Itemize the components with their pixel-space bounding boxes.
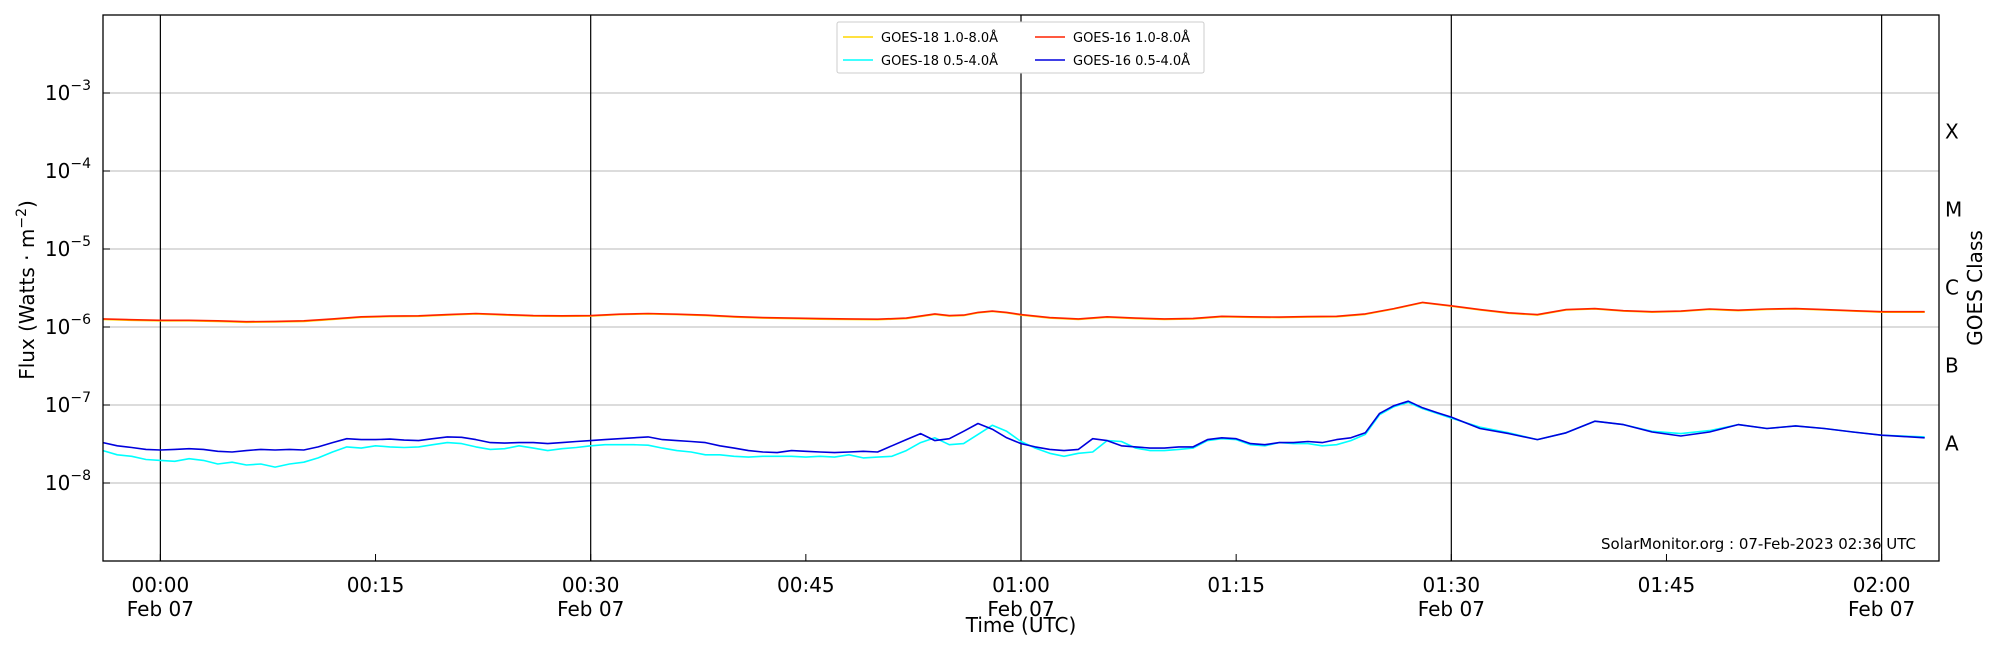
goes-class-axis-title: GOES Class [1963, 230, 1987, 346]
x-tick-label-time: 02:00 [1853, 573, 1911, 597]
x-tick-label-date: Feb 07 [1418, 597, 1485, 621]
x-tick-label-time: 00:45 [777, 573, 835, 597]
x-tick-label-time: 01:00 [992, 573, 1050, 597]
x-tick-label-time: 00:30 [562, 573, 620, 597]
x-tick-label-date: Feb 07 [127, 597, 194, 621]
y-tick-label: 10−7 [45, 390, 91, 417]
goes-class-label: C [1945, 276, 1959, 300]
legend-label-goes18-long: GOES-18 1.0-8.0Å [881, 30, 998, 46]
x-tick-label-date: Feb 07 [557, 597, 624, 621]
x-tick-label-time: 01:45 [1638, 573, 1696, 597]
y-tick-label: 10−5 [45, 234, 91, 261]
goes-class-label: B [1945, 354, 1959, 378]
x-tick-label-date: Feb 07 [1848, 597, 1915, 621]
y-tick-label: 10−8 [45, 468, 91, 495]
y-tick-label: 10−4 [45, 156, 91, 183]
x-tick-label-time: 00:15 [347, 573, 405, 597]
y-axis-title: Flux (Watts · m−2) [14, 200, 39, 380]
y-tick-label: 10−6 [45, 312, 91, 339]
goes-class-label: X [1945, 120, 1959, 144]
goes-class-label: A [1945, 432, 1959, 456]
x-tick-label-date: Feb 07 [987, 597, 1054, 621]
series-line-goes16-long [102, 301, 1925, 323]
x-tick-label-time: 00:00 [132, 573, 190, 597]
series-line-goes18-long [102, 301, 1925, 324]
legend-label-goes16-long: GOES-16 1.0-8.0Å [1073, 30, 1190, 46]
y-tick-label: 10−3 [45, 78, 91, 105]
goes-class-label: M [1945, 198, 1962, 222]
legend-label-goes16-short: GOES-16 0.5-4.0Å [1073, 53, 1190, 69]
x-tick-label-time: 01:15 [1207, 573, 1265, 597]
x-tick-label-time: 01:30 [1422, 573, 1480, 597]
legend-label-goes18-short: GOES-18 0.5-4.0Å [881, 53, 998, 69]
credit-text: SolarMonitor.org : 07-Feb-2023 02:36 UTC [1601, 535, 1916, 553]
legend: GOES-18 1.0-8.0Å GOES-18 0.5-4.0Å GOES-1… [836, 21, 1205, 74]
series-line-goes16-short [102, 400, 1925, 454]
x-axis-title: Time (UTC) [965, 613, 1077, 637]
series-line-goes18-short [102, 401, 1925, 468]
